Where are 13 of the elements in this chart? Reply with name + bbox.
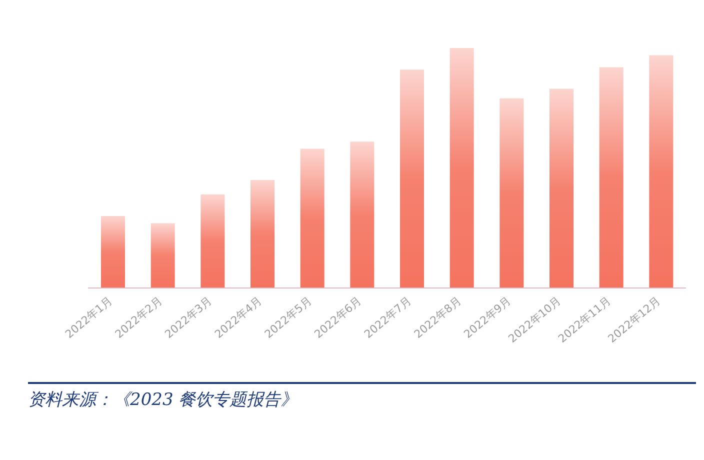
text: 资料来源：《2023 餐饮专题报告》 — [28, 389, 299, 411]
bar — [550, 88, 574, 288]
bar — [450, 48, 474, 288]
bar — [200, 194, 225, 288]
bar — [500, 98, 524, 288]
bar — [649, 55, 674, 288]
bar — [150, 223, 175, 288]
bar — [101, 216, 125, 288]
bar — [250, 180, 274, 288]
bar — [599, 67, 624, 288]
bar — [400, 70, 424, 288]
bar — [350, 142, 374, 288]
bar — [300, 148, 324, 288]
